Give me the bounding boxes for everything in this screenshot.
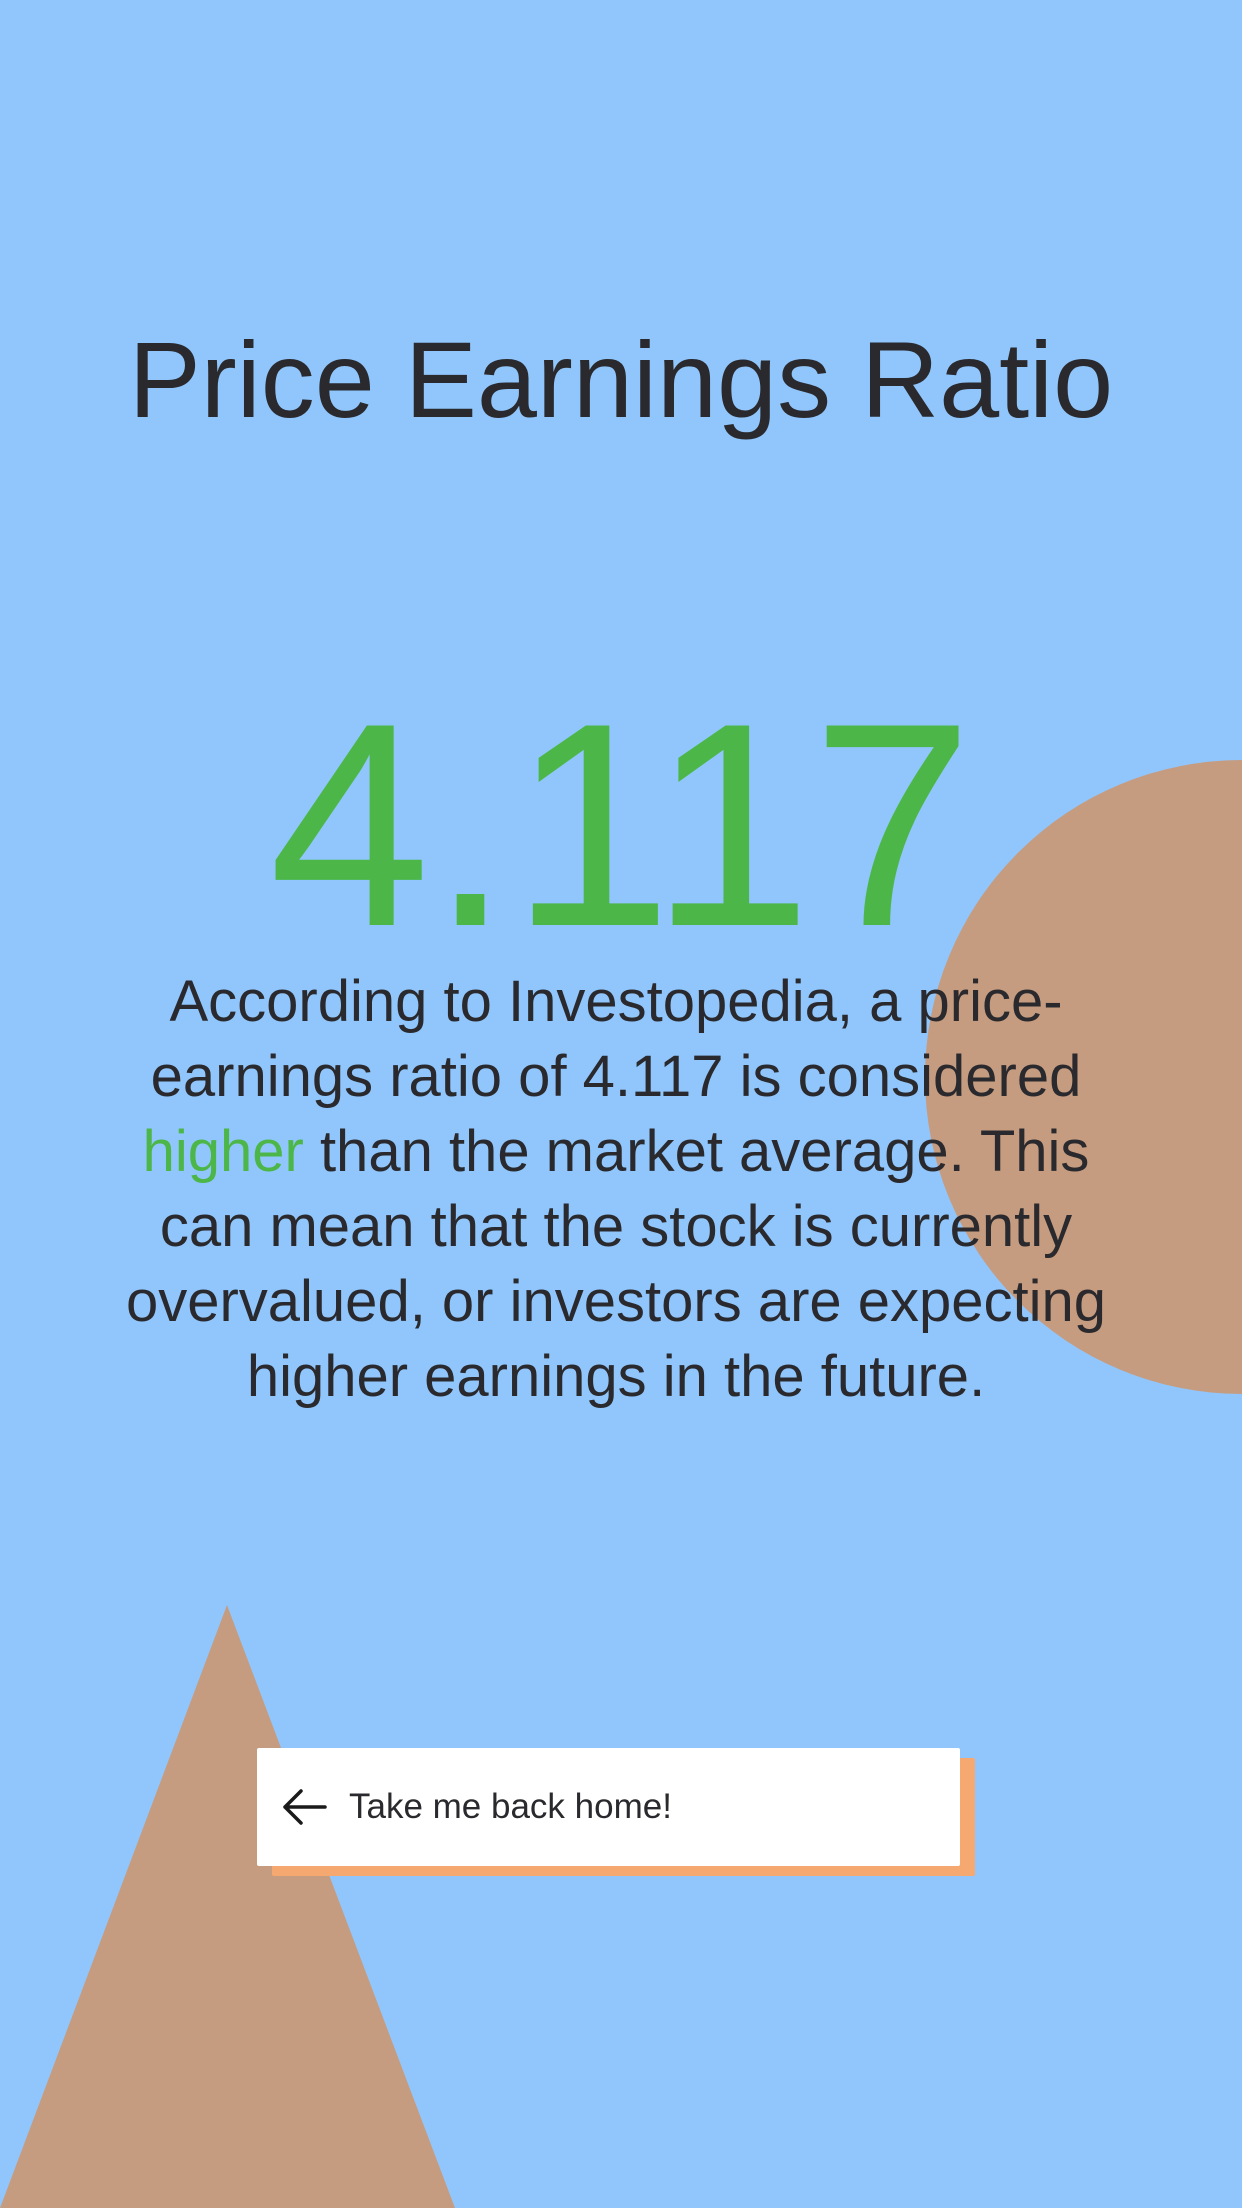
description-highlight: higher [142, 1119, 304, 1184]
arrow-left-icon [283, 1789, 327, 1825]
page-title: Price Earnings Ratio [128, 319, 1114, 440]
description-text-end: than the market average. This can mean t… [125, 1119, 1107, 1409]
ratio-description: According to Investopedia, a price-earni… [110, 964, 1122, 1414]
back-home-button[interactable]: Take me back home! [257, 1748, 960, 1866]
back-home-label: Take me back home! [349, 1787, 672, 1826]
description-text-start: According to Investopedia, a price-earni… [150, 969, 1082, 1109]
ratio-value: 4.117 [268, 663, 974, 987]
